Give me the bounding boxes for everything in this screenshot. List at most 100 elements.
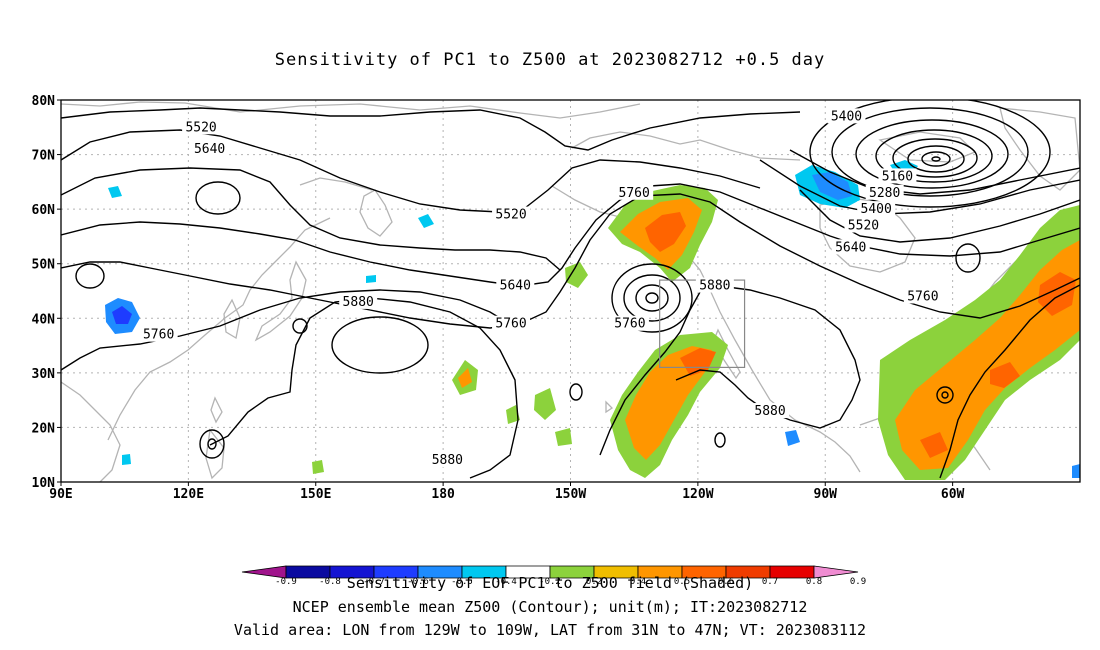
- contour-label: 5880: [343, 295, 374, 310]
- contour-cold-low-7: [921, 151, 951, 167]
- shade-atl-red-3: [920, 432, 948, 458]
- contour-5760-south: [61, 289, 511, 371]
- contour-small-ring-6: [207, 438, 217, 450]
- contour-label: 5160: [882, 169, 913, 184]
- lon-tick-label: 60W: [941, 487, 965, 502]
- contour-label: 5520: [495, 208, 526, 223]
- colorbar-label: 0.9: [850, 577, 866, 587]
- shade-blue-hudson-core: [812, 172, 852, 200]
- contour-label-bg: [827, 108, 866, 124]
- contour-label: 5520: [848, 219, 879, 234]
- shade-blue-misc-1: [122, 454, 131, 465]
- contour-high-pacific-ring: [331, 316, 429, 374]
- contour-low-ring-2: [623, 274, 681, 322]
- lat-tick-label: 30N: [32, 367, 56, 382]
- lat-tick-label: 60N: [32, 203, 56, 218]
- contour-cold-low-5: [892, 138, 978, 178]
- shade-blue-okhotsk: [418, 214, 434, 228]
- contour-cold-low-1: [809, 100, 1051, 208]
- coast-alaska: [571, 131, 801, 161]
- colorbar-label: 0.4: [630, 577, 646, 587]
- shade-sw-red: [680, 348, 716, 376]
- footer-line-3: Valid area: LON from 129W to 109W, LAT f…: [233, 621, 867, 639]
- colorbar-label: -0.2: [539, 577, 561, 587]
- shade-blue-mexico: [785, 430, 800, 446]
- contour-5520-mid: [61, 167, 561, 271]
- colorbar-label: 0.2: [586, 577, 602, 587]
- contour-label-bg: [139, 326, 178, 342]
- shade-blue-misc-2: [366, 275, 376, 283]
- contour-label: 5880: [754, 404, 785, 419]
- coast-hudson: [819, 197, 916, 273]
- colorbar-label: 0.5: [674, 577, 690, 587]
- contour-small-ring-8: [941, 391, 949, 399]
- lat-tick-label: 70N: [32, 149, 56, 164]
- contour-asia-ring-1: [195, 181, 241, 215]
- contour-label: 5520: [185, 120, 216, 135]
- contour-label-bg: [428, 452, 467, 468]
- shade-atl-red-2: [990, 362, 1020, 388]
- contour-label-bg: [865, 184, 904, 200]
- contour-label: 5400: [861, 202, 892, 217]
- colorbar-label: -0.7: [363, 577, 385, 587]
- shade-patch-7: [555, 428, 572, 446]
- colorbar-label: -0.9: [275, 577, 297, 587]
- contour-labels: 5520 5640 5520 5640 5760 5880 5760 5880 5760 5760…: [139, 108, 942, 468]
- contour-small-ring-3: [569, 383, 583, 401]
- contour-5640-ne: [799, 189, 1080, 243]
- shade-patch-6: [312, 460, 324, 474]
- colorbar-label: 0.7: [762, 577, 778, 587]
- contour-label: 5400: [831, 109, 862, 124]
- contour-low-ring-4: [645, 292, 659, 304]
- contour-label-bg: [844, 217, 883, 233]
- contour-cold-trough-5520: [759, 159, 1080, 215]
- contour-label: 5640: [194, 142, 225, 157]
- coast-greenland: [999, 107, 1080, 191]
- shade-patch-4: [534, 388, 556, 420]
- coast-indochina: [61, 381, 121, 482]
- contour-low-ring-3: [635, 284, 669, 312]
- coast-hawaii: [605, 400, 614, 414]
- lon-tick-label: 90E: [49, 487, 72, 502]
- contour-label-bg: [182, 119, 221, 135]
- colorbar-label: -0.6: [407, 577, 429, 587]
- contour-5520-north: [61, 107, 801, 151]
- shade-blue-seasia-core: [112, 306, 132, 324]
- coast-okhotsk: [299, 177, 373, 191]
- contour-label: 5880: [699, 279, 730, 294]
- contour-label: 5880: [432, 453, 463, 468]
- contour-small-ring-2: [292, 318, 308, 334]
- lon-tick-label: 120E: [173, 487, 204, 502]
- contour-small-ring-4: [714, 432, 726, 448]
- contour-cold-low-2: [831, 107, 1029, 197]
- contour-label: 5760: [907, 289, 938, 304]
- lat-tick-label: 50N: [32, 258, 56, 273]
- contour-low-ring-1: [611, 263, 693, 333]
- contour-cold-low-4: [875, 129, 993, 183]
- lat-tick-label: 40N: [32, 312, 56, 327]
- lon-tick-label: 150E: [300, 487, 331, 502]
- contour-label-bg: [496, 277, 535, 293]
- colorbar-label: -0.4: [495, 577, 517, 587]
- contour-label-bg: [492, 206, 531, 222]
- contour-small-ring-1: [75, 263, 105, 289]
- lat-tick-label: 80N: [32, 94, 56, 109]
- coastlines: [61, 101, 1080, 482]
- contour-small-ring-9: [955, 243, 981, 273]
- contour-label: 5760: [619, 186, 650, 201]
- contour-cold-trough-5400: [789, 149, 1080, 195]
- contour-small-ring-5: [199, 429, 225, 459]
- contour-5880-east: [939, 284, 1080, 479]
- colorbar-swatch: [813, 565, 859, 579]
- shade-patch-5: [506, 405, 520, 424]
- contour-label-bg: [695, 277, 734, 293]
- lon-tick-label: 120W: [682, 487, 713, 502]
- contour-label-bg: [492, 315, 531, 331]
- contour-label-bg: [610, 315, 649, 331]
- contour-label-bg: [878, 168, 917, 184]
- coast-korea: [223, 298, 241, 340]
- contour-label: 5640: [500, 279, 531, 294]
- contour-cold-low-8: [931, 156, 941, 162]
- contour-small-ring-7: [936, 386, 954, 404]
